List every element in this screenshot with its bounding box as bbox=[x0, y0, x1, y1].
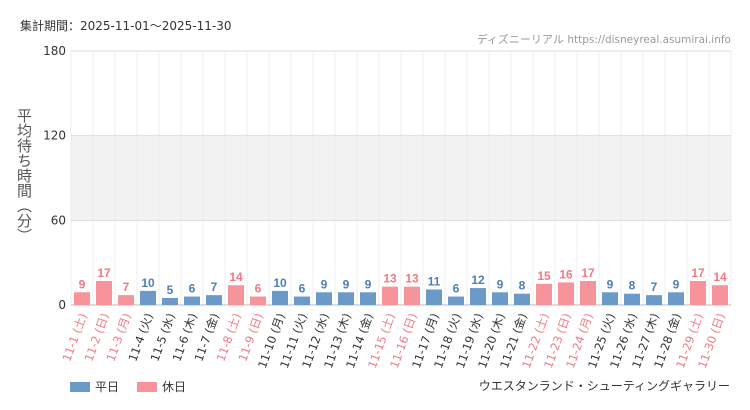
data-label: 17 bbox=[691, 266, 705, 280]
data-label: 6 bbox=[453, 282, 460, 296]
legend: 平日 休日 bbox=[70, 378, 204, 395]
chart-bars bbox=[74, 281, 728, 305]
data-label: 5 bbox=[167, 283, 174, 297]
data-label: 9 bbox=[321, 277, 328, 291]
y-tick-label: 180 bbox=[43, 44, 66, 58]
bar bbox=[206, 295, 222, 305]
data-label: 10 bbox=[141, 276, 155, 290]
source-name: ディズニーリアル bbox=[476, 33, 564, 46]
bar bbox=[470, 288, 486, 305]
data-label: 9 bbox=[365, 277, 372, 291]
y-tick-label: 120 bbox=[43, 129, 66, 143]
data-label: 6 bbox=[189, 282, 196, 296]
data-label: 6 bbox=[255, 282, 262, 296]
bar bbox=[448, 296, 464, 305]
bar bbox=[272, 290, 288, 305]
data-label: 17 bbox=[97, 266, 111, 280]
bar bbox=[646, 295, 662, 305]
data-label: 7 bbox=[651, 280, 658, 294]
data-label: 16 bbox=[559, 267, 573, 281]
data-label: 14 bbox=[713, 270, 727, 284]
data-label: 17 bbox=[581, 266, 595, 280]
period-label: 集計期間：2025-11-01～2025-11-30 bbox=[20, 19, 232, 33]
data-label: 15 bbox=[537, 269, 551, 283]
bar bbox=[162, 297, 178, 305]
bar bbox=[294, 296, 310, 305]
bar bbox=[338, 292, 354, 305]
bar bbox=[404, 286, 420, 305]
data-label: 6 bbox=[299, 282, 306, 296]
data-label: 8 bbox=[519, 279, 526, 293]
bar bbox=[228, 285, 244, 305]
data-label: 9 bbox=[497, 277, 504, 291]
bar bbox=[96, 281, 112, 305]
data-label: 9 bbox=[607, 277, 614, 291]
chart-grid bbox=[70, 50, 732, 306]
source-credit[interactable]: ディズニーリアル https://disneyreal.asumirai.inf… bbox=[477, 31, 731, 47]
y-tick-label: 60 bbox=[51, 213, 66, 227]
bar bbox=[118, 295, 134, 305]
data-label: 11 bbox=[428, 274, 441, 288]
data-label: 12 bbox=[471, 273, 485, 287]
bar bbox=[250, 296, 266, 305]
legend-swatch-weekday bbox=[70, 381, 90, 392]
bar bbox=[558, 282, 574, 305]
bar bbox=[536, 283, 552, 305]
source-url[interactable]: https://disneyreal.asumirai.info bbox=[567, 34, 731, 46]
bar bbox=[712, 285, 728, 305]
data-label: 7 bbox=[211, 280, 218, 294]
legend-item-weekday: 平日 bbox=[70, 378, 119, 395]
data-label: 10 bbox=[273, 276, 287, 290]
data-label: 9 bbox=[79, 277, 86, 291]
data-label: 9 bbox=[343, 277, 350, 291]
bar bbox=[184, 296, 200, 305]
bar bbox=[514, 293, 530, 305]
data-label: 13 bbox=[405, 272, 419, 286]
y-tick-label: 0 bbox=[58, 298, 66, 312]
y-axis-label: 平均待ち時間（分） bbox=[15, 108, 33, 243]
bar bbox=[140, 290, 156, 305]
bar bbox=[426, 289, 442, 305]
legend-item-holiday: 休日 bbox=[137, 378, 186, 395]
data-label: 7 bbox=[123, 280, 130, 294]
bar bbox=[668, 292, 684, 305]
data-label: 13 bbox=[383, 272, 397, 286]
bar bbox=[624, 293, 640, 305]
bar bbox=[74, 292, 90, 305]
data-label: 9 bbox=[673, 277, 680, 291]
bar bbox=[316, 292, 332, 305]
bar bbox=[492, 292, 508, 305]
bar bbox=[360, 292, 376, 305]
bar bbox=[382, 286, 398, 305]
bar bbox=[580, 281, 596, 305]
legend-swatch-holiday bbox=[137, 381, 158, 392]
data-label: 8 bbox=[629, 279, 636, 293]
legend-label-holiday: 休日 bbox=[162, 380, 187, 394]
bar bbox=[690, 281, 706, 305]
bar bbox=[602, 292, 618, 305]
data-label: 14 bbox=[229, 270, 243, 284]
legend-label-weekday: 平日 bbox=[95, 380, 120, 394]
attraction-name: ウエスタンランド・シューティングギャラリー bbox=[478, 379, 730, 393]
